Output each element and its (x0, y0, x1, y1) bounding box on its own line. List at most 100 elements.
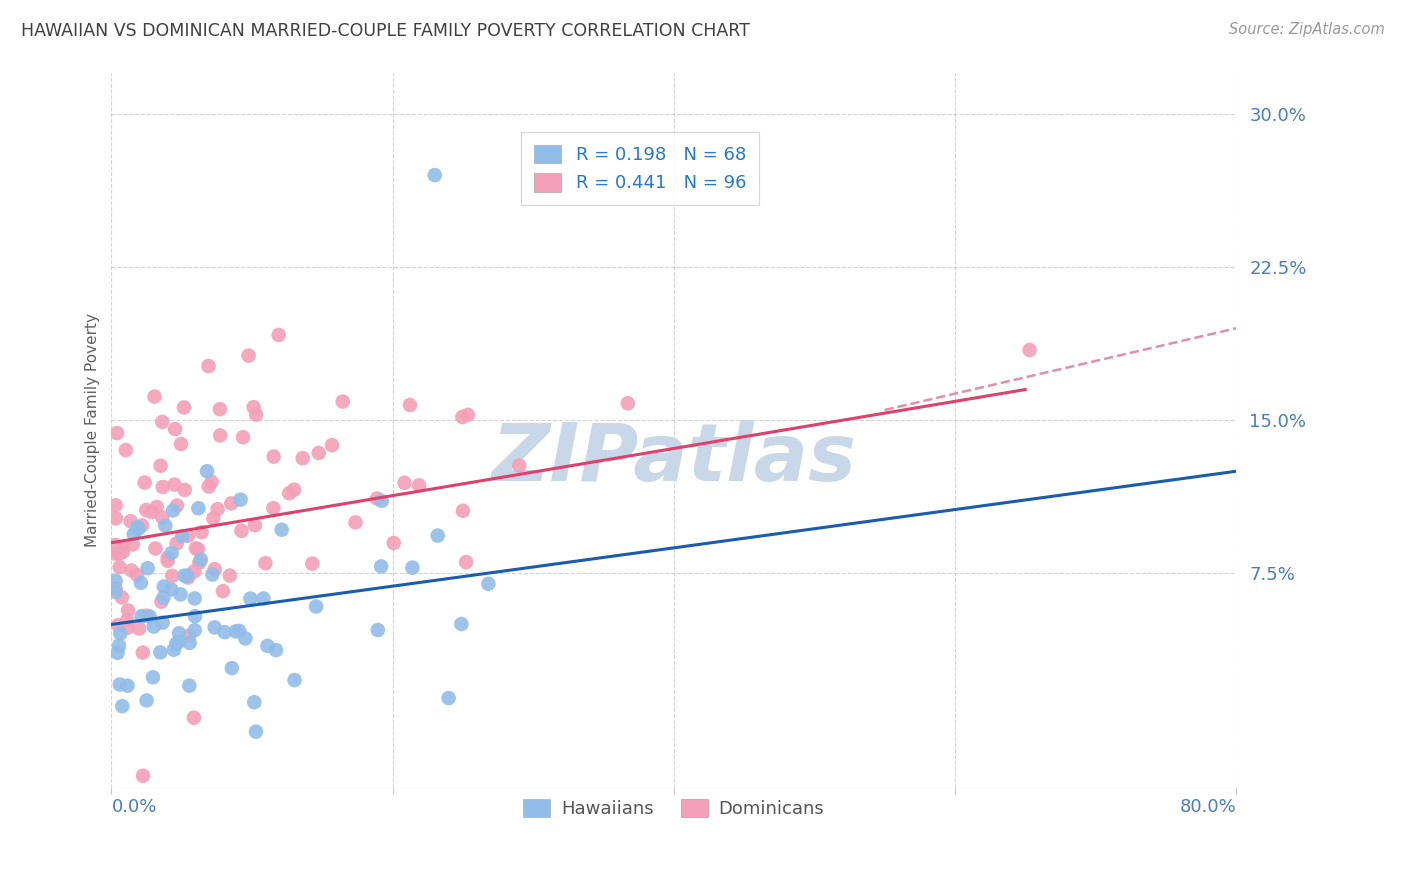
Point (243, 695, 266, 709)
Point (160, 546, 183, 560)
Text: 80.0%: 80.0% (1180, 798, 1236, 816)
Point (190, 525, 212, 540)
Point (176, 568, 198, 582)
Point (232, 430, 254, 444)
Point (104, 538, 127, 552)
Point (117, 613, 139, 627)
Point (201, 567, 224, 582)
Point (132, 646, 155, 660)
Point (131, 518, 153, 533)
Point (242, 401, 264, 415)
Point (508, 458, 530, 473)
Point (152, 480, 174, 494)
Point (437, 691, 460, 706)
Point (167, 634, 190, 648)
Point (184, 623, 207, 637)
Point (190, 552, 212, 566)
Point (301, 557, 323, 571)
Point (173, 401, 195, 415)
Point (173, 568, 195, 582)
Point (201, 475, 224, 489)
Point (138, 609, 160, 624)
Point (172, 529, 194, 543)
Point (160, 582, 183, 597)
Point (617, 396, 640, 410)
Point (179, 629, 201, 643)
Point (167, 626, 190, 640)
Point (401, 560, 423, 574)
Point (394, 475, 416, 490)
Point (104, 574, 127, 588)
Point (127, 520, 149, 534)
Text: Source: ZipAtlas.com: Source: ZipAtlas.com (1229, 22, 1385, 37)
Point (104, 584, 127, 599)
Point (111, 541, 134, 556)
Point (166, 536, 188, 550)
Point (108, 677, 131, 691)
Point (127, 568, 149, 582)
Point (308, 446, 330, 460)
Point (221, 496, 243, 510)
Point (382, 536, 405, 550)
Point (408, 478, 430, 492)
Point (239, 591, 262, 606)
Point (143, 390, 166, 404)
Point (110, 626, 132, 640)
Point (132, 769, 155, 783)
Point (129, 575, 152, 590)
Point (245, 408, 267, 422)
Point (197, 479, 219, 493)
Point (163, 477, 186, 491)
Point (262, 501, 284, 516)
Point (165, 422, 187, 436)
Text: HAWAIIAN VS DOMINICAN MARRIED-COUPLE FAMILY POVERTY CORRELATION CHART: HAWAIIAN VS DOMINICAN MARRIED-COUPLE FAM… (21, 22, 749, 40)
Point (450, 617, 472, 632)
Point (212, 584, 235, 599)
Point (209, 428, 232, 442)
Point (267, 327, 290, 342)
Point (283, 673, 305, 687)
Point (228, 624, 250, 638)
Point (163, 642, 186, 657)
Point (218, 568, 240, 582)
Y-axis label: Married-Couple Family Poverty: Married-Couple Family Poverty (86, 313, 100, 548)
Point (187, 501, 209, 516)
Point (177, 571, 200, 585)
Point (105, 426, 128, 441)
Point (104, 511, 127, 525)
Point (291, 451, 314, 466)
Point (120, 514, 142, 528)
Point (456, 555, 478, 569)
Point (152, 510, 174, 524)
Point (426, 528, 449, 542)
Point (152, 615, 174, 630)
Point (108, 560, 131, 574)
Point (149, 645, 172, 659)
Point (104, 498, 127, 512)
Point (107, 646, 129, 660)
Point (177, 529, 200, 543)
Point (283, 483, 305, 497)
Point (423, 168, 446, 182)
Point (451, 504, 474, 518)
Point (108, 639, 131, 653)
Point (179, 679, 201, 693)
Point (111, 699, 134, 714)
Point (184, 609, 207, 624)
Legend: Hawaiians, Dominicans: Hawaiians, Dominicans (516, 791, 831, 825)
Point (305, 599, 328, 614)
Point (117, 679, 139, 693)
Point (115, 443, 138, 458)
Point (122, 527, 145, 541)
Point (367, 623, 389, 637)
Point (243, 518, 266, 533)
Point (108, 547, 131, 561)
Text: 0.0%: 0.0% (111, 798, 157, 816)
Point (153, 580, 176, 594)
Point (187, 542, 209, 557)
Point (229, 492, 252, 507)
Point (166, 499, 188, 513)
Point (366, 491, 388, 506)
Point (141, 505, 163, 519)
Point (122, 537, 145, 551)
